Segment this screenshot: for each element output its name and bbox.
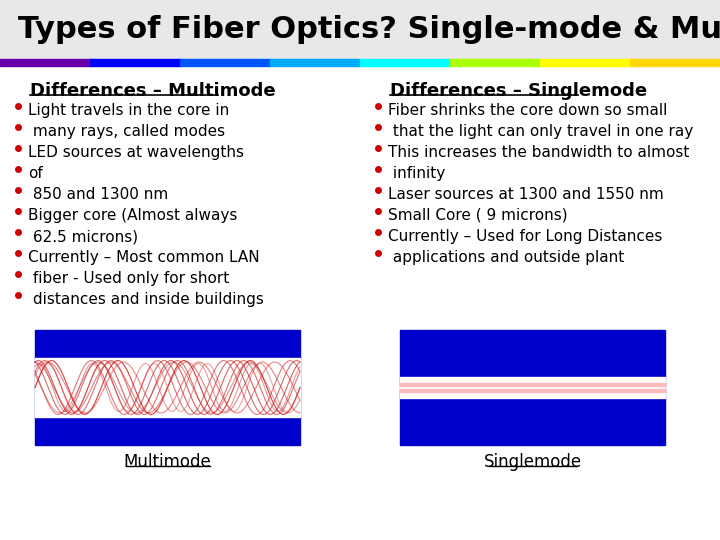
Text: Laser sources at 1300 and 1550 nm: Laser sources at 1300 and 1550 nm (388, 187, 664, 202)
Text: LED sources at wavelengths: LED sources at wavelengths (28, 145, 244, 160)
Text: that the light can only travel in one ray: that the light can only travel in one ra… (388, 124, 693, 139)
Bar (35, 330, 300, 445)
Bar (90, 59, 181, 66)
Text: Differences – Singlemode: Differences – Singlemode (390, 82, 647, 100)
Bar (450, 59, 541, 66)
Text: distances and inside buildings: distances and inside buildings (28, 292, 264, 307)
Text: Singlemode: Singlemode (483, 453, 582, 471)
Bar (400, 330, 665, 445)
Text: many rays, called modes: many rays, called modes (28, 124, 225, 139)
Bar (360, 59, 451, 66)
Bar (400, 377, 665, 398)
Text: fiber - Used only for short: fiber - Used only for short (28, 271, 229, 286)
Bar (270, 59, 361, 66)
Bar (0, 0, 720, 60)
Text: applications and outside plant: applications and outside plant (388, 250, 624, 265)
Text: 62.5 microns): 62.5 microns) (28, 229, 138, 244)
Bar (0, 59, 91, 66)
Text: Multimode: Multimode (124, 453, 212, 471)
Bar (400, 383, 665, 392)
Text: of: of (28, 166, 42, 181)
Text: Small Core ( 9 microns): Small Core ( 9 microns) (388, 208, 567, 223)
Text: Bigger core (Almost always: Bigger core (Almost always (28, 208, 238, 223)
Text: Fiber shrinks the core down so small: Fiber shrinks the core down so small (388, 103, 667, 118)
Bar (180, 59, 271, 66)
Bar (630, 59, 720, 66)
Bar (35, 357, 300, 417)
Text: Currently – Most common LAN: Currently – Most common LAN (28, 250, 260, 265)
Text: This increases the bandwidth to almost: This increases the bandwidth to almost (388, 145, 689, 160)
Text: infinity: infinity (388, 166, 445, 181)
Text: 850 and 1300 nm: 850 and 1300 nm (28, 187, 168, 202)
Text: Differences – Multimode: Differences – Multimode (30, 82, 276, 100)
Bar (540, 59, 631, 66)
Text: Light travels in the core in: Light travels in the core in (28, 103, 229, 118)
Text: Currently – Used for Long Distances: Currently – Used for Long Distances (388, 229, 662, 244)
Text: Types of Fiber Optics? Single-mode & Multi-mode: Types of Fiber Optics? Single-mode & Mul… (18, 16, 720, 44)
